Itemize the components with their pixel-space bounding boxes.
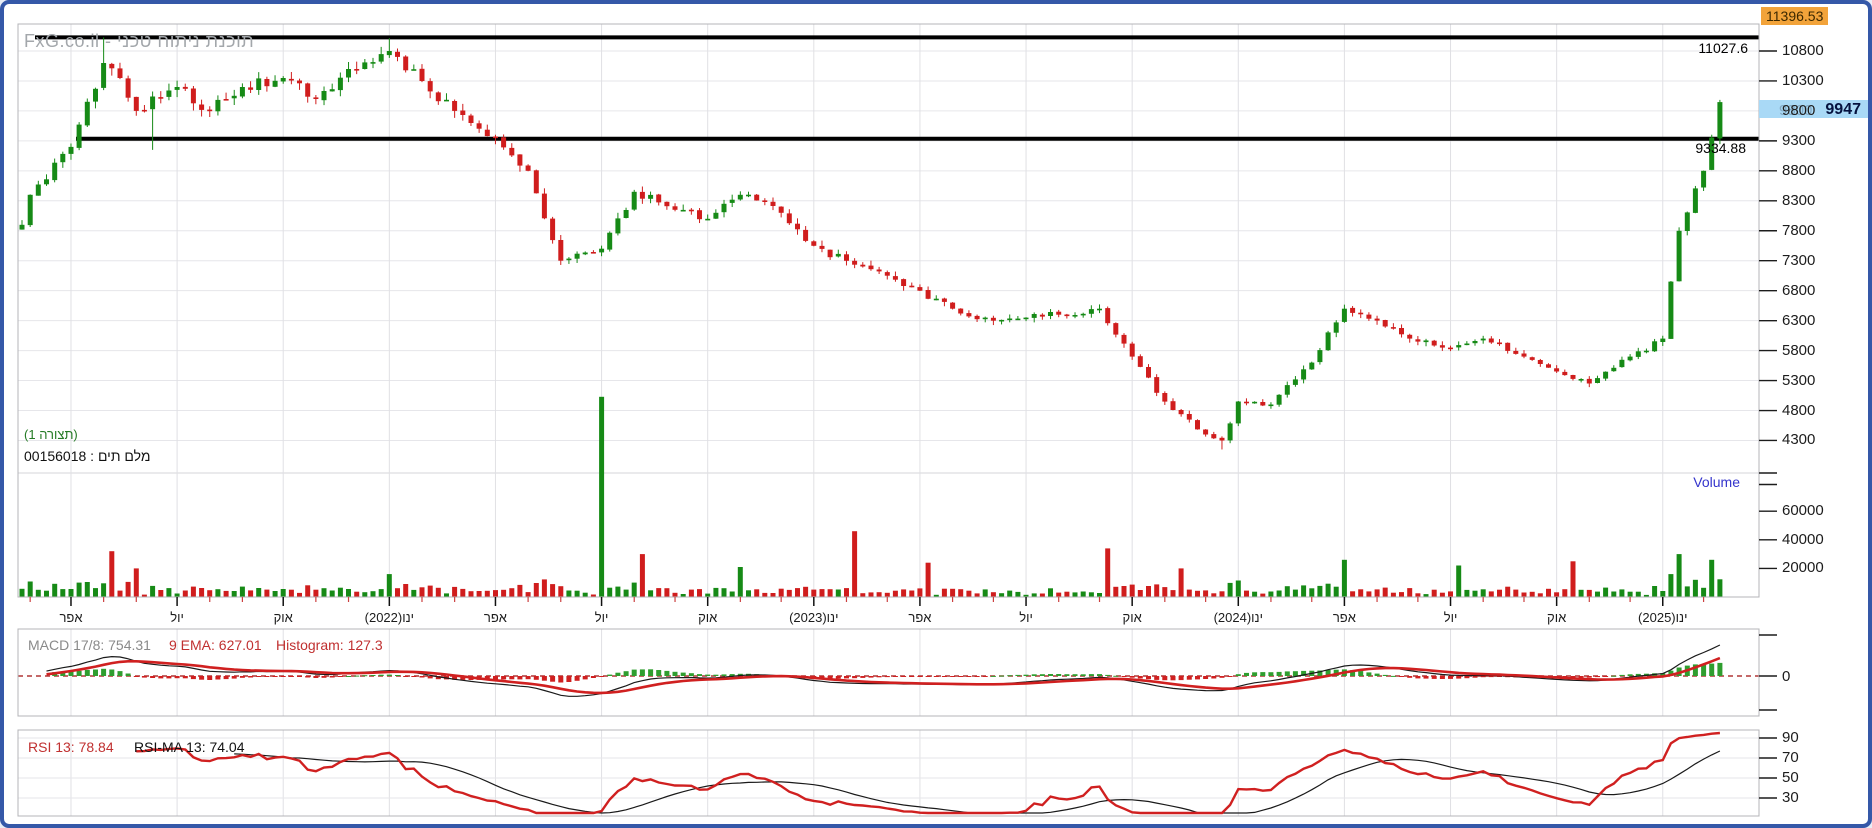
symbol-label: מלם תים : 00156018 — [24, 448, 151, 464]
date-axis-label: אפר — [908, 610, 932, 625]
date-axis-label: אוק — [1547, 610, 1567, 625]
date-axis-label: יול — [1443, 610, 1458, 625]
macd-signal-label: 9 EMA: 627.01 — [169, 637, 262, 653]
date-axis-label: אפר — [483, 610, 507, 625]
price-tick-label: 5800 — [1782, 341, 1816, 359]
macd-histogram-label: Histogram: 127.3 — [276, 637, 383, 653]
price-tick-label: 8800 — [1782, 161, 1816, 179]
last-price-value: 9947 — [1825, 101, 1861, 118]
app-watermark: FxG.co.il - תוכנת ניתוח טכני — [24, 31, 255, 51]
price-tick-label: 8300 — [1782, 191, 1816, 209]
date-axis-label: אוק — [1122, 610, 1142, 625]
date-axis-label: יול — [594, 610, 609, 625]
date-axis-label: ינו(2025) — [1638, 610, 1688, 625]
date-axis-label: אוק — [273, 610, 293, 625]
date-axis-label: יול — [170, 610, 184, 625]
volume-tick-label: 20000 — [1782, 559, 1824, 577]
price-tick-label: 4300 — [1782, 431, 1816, 449]
chart-canvas[interactable] — [4, 4, 1872, 828]
price-tick-label: 9300 — [1782, 131, 1816, 149]
rsi-value-label: RSI 13: 78.84 — [28, 739, 114, 755]
date-axis-label: יול — [1019, 610, 1033, 625]
date-axis-label: ינו(2022) — [364, 610, 415, 625]
rsi-tick-label: 70 — [1782, 749, 1799, 766]
rsi-tick-label: 90 — [1782, 729, 1799, 746]
price-tick-label: 9800 — [1782, 101, 1816, 119]
resistance-line-label: 11027.6 — [1698, 40, 1748, 56]
rsi-tick-label: 50 — [1782, 769, 1799, 786]
all-time-high-badge: 11396.53 — [1761, 7, 1829, 25]
date-axis-label: ינו(2023) — [789, 610, 839, 625]
price-tick-label: 10300 — [1782, 71, 1824, 89]
macd-value-label: MACD 17/8: 754.31 — [28, 637, 151, 653]
date-axis-label: ינו(2024) — [1213, 610, 1263, 625]
last-price-badge: 9800 9947 — [1759, 100, 1868, 119]
price-tick-label: 10800 — [1782, 42, 1824, 59]
date-axis-label: אפר — [1332, 610, 1356, 625]
volume-tick-label: 40000 — [1782, 530, 1824, 548]
rsi-tick-label: 30 — [1782, 789, 1799, 806]
volume-tick-label: 60000 — [1782, 502, 1824, 520]
configuration-label: (תצורה 1) — [24, 427, 78, 442]
price-tick-label: 6800 — [1782, 281, 1816, 299]
macd-zero-tick-label: 0 — [1782, 668, 1791, 685]
date-axis-label: אפר — [59, 610, 83, 625]
date-axis-label: אוק — [698, 610, 718, 625]
support-line-label: 9334.88 — [1695, 140, 1746, 156]
covered-axis-tick: 9800 — [1779, 102, 1813, 119]
rsi-ma-value-label: RSI-MA 13: 74.04 — [134, 739, 245, 755]
price-tick-label: 7800 — [1782, 221, 1816, 239]
volume-panel-label: Volume — [1693, 474, 1740, 490]
price-tick-label: 7300 — [1782, 251, 1816, 269]
price-tick-label: 4800 — [1782, 401, 1816, 419]
price-tick-label: 5300 — [1782, 371, 1816, 389]
price-tick-label: 6300 — [1782, 311, 1816, 329]
